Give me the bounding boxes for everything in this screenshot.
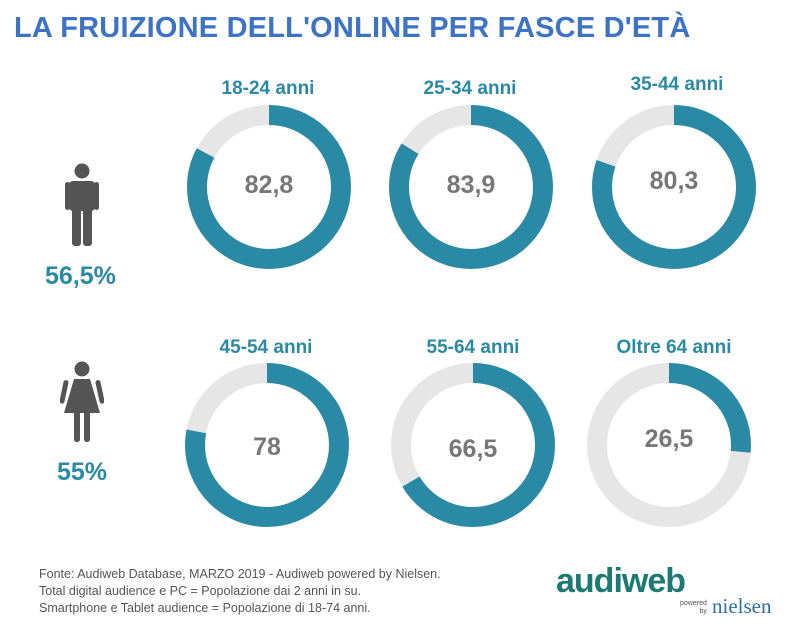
donut-label: 18-24 anni [221, 78, 315, 99]
donut-label: 55-64 anni [426, 337, 520, 358]
donut-label: Oltre 64 anni [616, 337, 732, 358]
footnote-line: Smartphone e Tablet audience = Popolazio… [39, 601, 371, 615]
donut-chart [187, 105, 351, 269]
donut-value: 78 [253, 433, 281, 461]
female-percentage: 55% [57, 458, 108, 486]
male-person-icon [65, 163, 99, 246]
by-text: by [699, 608, 707, 615]
donut-arc [592, 105, 756, 269]
donut-value: 83,9 [446, 171, 496, 199]
powered-text: powered [680, 600, 707, 607]
footnote-line: Total digital audience e PC = Popolazion… [39, 584, 362, 598]
source-footnote: Fonte: Audiweb Database, MARZO 2019 - Au… [39, 566, 441, 617]
donut-value: 82,8 [244, 171, 294, 199]
powered-by-label: powered by [680, 600, 707, 616]
female-person-icon [60, 361, 104, 442]
donut-label: 45-54 anni [219, 337, 313, 358]
donut-arc [185, 363, 349, 527]
donut-chart [185, 363, 349, 527]
footnote-line: Fonte: Audiweb Database, MARZO 2019 - Au… [39, 567, 441, 581]
nielsen-logo: nielsen [712, 594, 772, 618]
male-percentage: 56,5% [45, 262, 116, 290]
donut-value: 80,3 [649, 167, 699, 195]
donut-chart [391, 363, 555, 527]
page-title: LA FRUIZIONE DELL'ONLINE PER FASCE D'ETÀ [14, 12, 691, 44]
donut-label: 25-34 anni [423, 78, 517, 99]
donut-value: 66,5 [448, 435, 498, 463]
donut-value: 26,5 [644, 425, 694, 453]
donut-chart [592, 105, 756, 269]
donut-chart [389, 105, 553, 269]
audiweb-logo: audiweb [556, 562, 686, 600]
donut-arc [391, 363, 555, 527]
donut-arc [587, 363, 751, 527]
donut-arc [187, 105, 351, 269]
donut-arc [389, 105, 553, 269]
donut-label: 35-44 anni [630, 74, 724, 95]
donut-chart [587, 363, 751, 527]
